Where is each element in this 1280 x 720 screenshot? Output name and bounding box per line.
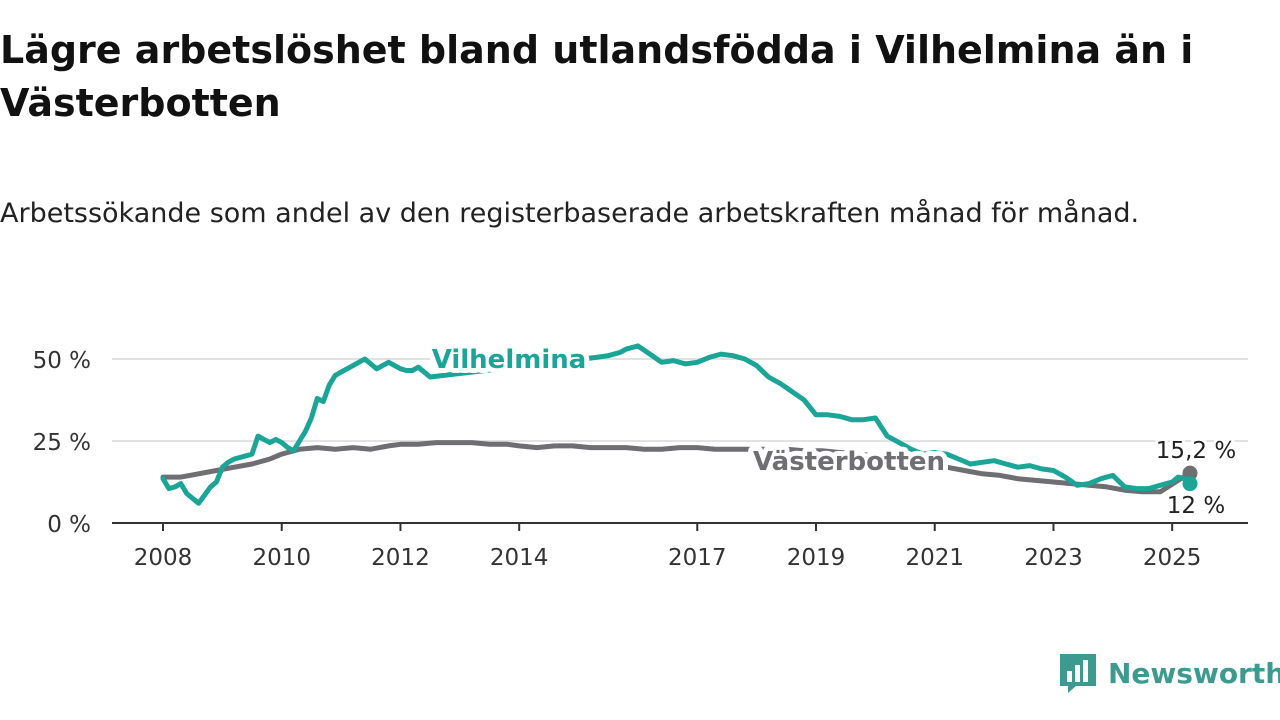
x-tick-label: 2023 (1024, 545, 1083, 571)
series-end-point (1182, 465, 1198, 481)
end-value-label: 12 % (1167, 493, 1225, 519)
chart-subtitle: Arbetssökande som andel av den registerb… (0, 198, 1140, 229)
x-tick-label: 2010 (252, 545, 311, 571)
series-name-label: Västerbotten (753, 447, 945, 477)
chart-title: Lägre arbetslöshet bland utlandsfödda i … (0, 28, 1194, 125)
end-value-label: 15,2 % (1156, 438, 1236, 464)
newsworthy-brand: Newsworthy (1058, 652, 1280, 694)
x-tick-label: 2021 (905, 545, 964, 571)
y-tick-label: 50 % (33, 348, 91, 374)
x-tick-label: 2012 (371, 545, 430, 571)
y-tick-label: 25 % (33, 430, 91, 456)
series-line (160, 343, 1193, 506)
series-name-label: Vilhelmina (432, 345, 587, 375)
x-tick-label: 2019 (787, 545, 846, 571)
label-layer: Vilhelmina Västerbotten 15,2 % 12 % (427, 340, 1240, 522)
x-tick-label: 2025 (1143, 545, 1202, 571)
y-tick-label: 0 % (47, 512, 91, 538)
series-line (160, 440, 1193, 495)
series-end-point (1182, 476, 1198, 492)
x-tick-label: 2014 (490, 545, 549, 571)
x-tick-label: 2017 (668, 545, 727, 571)
brand-name: Newsworthy (1108, 656, 1280, 690)
series-layer (160, 343, 1198, 506)
x-tick-label: 2008 (134, 545, 193, 571)
grid-layer: 0 % 25 % 50 % 2008 2010 2012 2014 2017 2019 2021 2… (33, 348, 1248, 571)
bar-chart-speech-icon (1060, 654, 1096, 693)
